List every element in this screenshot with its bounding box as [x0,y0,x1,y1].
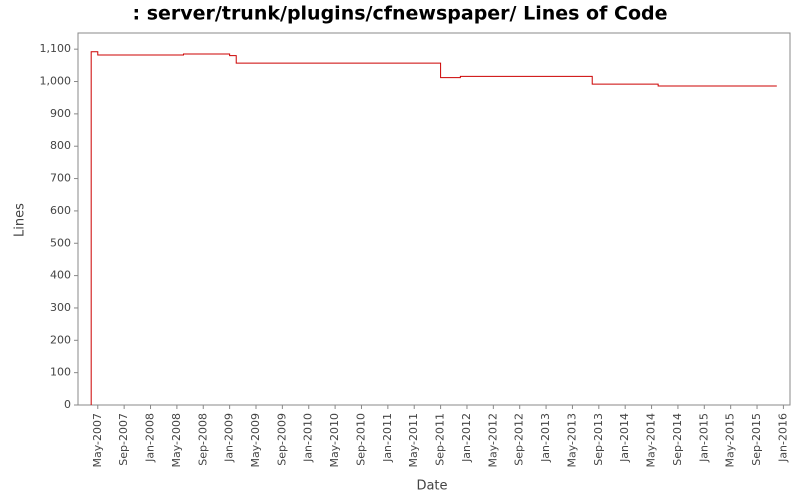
y-tick-label: 1,000 [40,75,72,88]
x-tick-label: May-2014 [645,413,658,468]
line [90,51,777,405]
x-tick-label: May-2012 [486,413,499,468]
x-tick-label: May-2015 [724,413,737,468]
y-tick-label: 0 [64,398,71,411]
x-tick-label: May-2007 [91,413,104,468]
y-tick-label: 900 [50,107,71,120]
chart-title: : server/trunk/plugins/cfnewspaper/ Line… [133,3,668,25]
x-tick-label: May-2009 [249,413,262,468]
x-tick-label: Sep-2015 [750,413,763,466]
y-tick-label: 400 [50,269,71,282]
x-tick-label: Sep-2010 [354,413,367,466]
x-tick-label: Jan-2009 [223,413,236,463]
y-tick-label: 300 [50,301,71,314]
x-tick-label: Sep-2009 [275,413,288,466]
y-tick-label: 200 [50,333,71,346]
y-axis-label: Lines [13,203,28,237]
x-tick-label: May-2010 [328,413,341,468]
x-tick-label: Sep-2007 [117,413,130,466]
x-tick-label: Sep-2014 [671,413,684,466]
plot-area [77,32,791,406]
x-tick-label: May-2008 [170,413,183,468]
x-tick-label: Jan-2012 [460,413,473,463]
y-tick-label: 600 [50,204,71,217]
y-tick-label: 700 [50,172,71,185]
x-tick-label: Jan-2014 [618,413,631,463]
x-tick-label: Sep-2012 [513,413,526,466]
x-tick-label: Sep-2013 [592,413,605,466]
x-tick-label: Jan-2010 [302,413,315,463]
y-tick-label: 100 [50,366,71,379]
x-tick-label: Jan-2011 [381,413,394,463]
x-tick-label: Sep-2008 [196,413,209,466]
x-axis-label: Date [416,479,447,494]
y-tick-label: 500 [50,236,71,249]
x-tick-label: Jan-2015 [697,413,710,463]
x-tick-label: May-2013 [565,413,578,468]
y-tick-label: 800 [50,139,71,152]
x-tick-label: May-2011 [407,413,420,468]
x-tick-label: Jan-2016 [776,413,789,463]
y-tick-label: 1,100 [40,42,72,55]
x-tick-label: Jan-2013 [539,413,552,463]
x-tick-label: Jan-2008 [144,413,157,463]
x-tick-label: Sep-2011 [434,413,447,466]
